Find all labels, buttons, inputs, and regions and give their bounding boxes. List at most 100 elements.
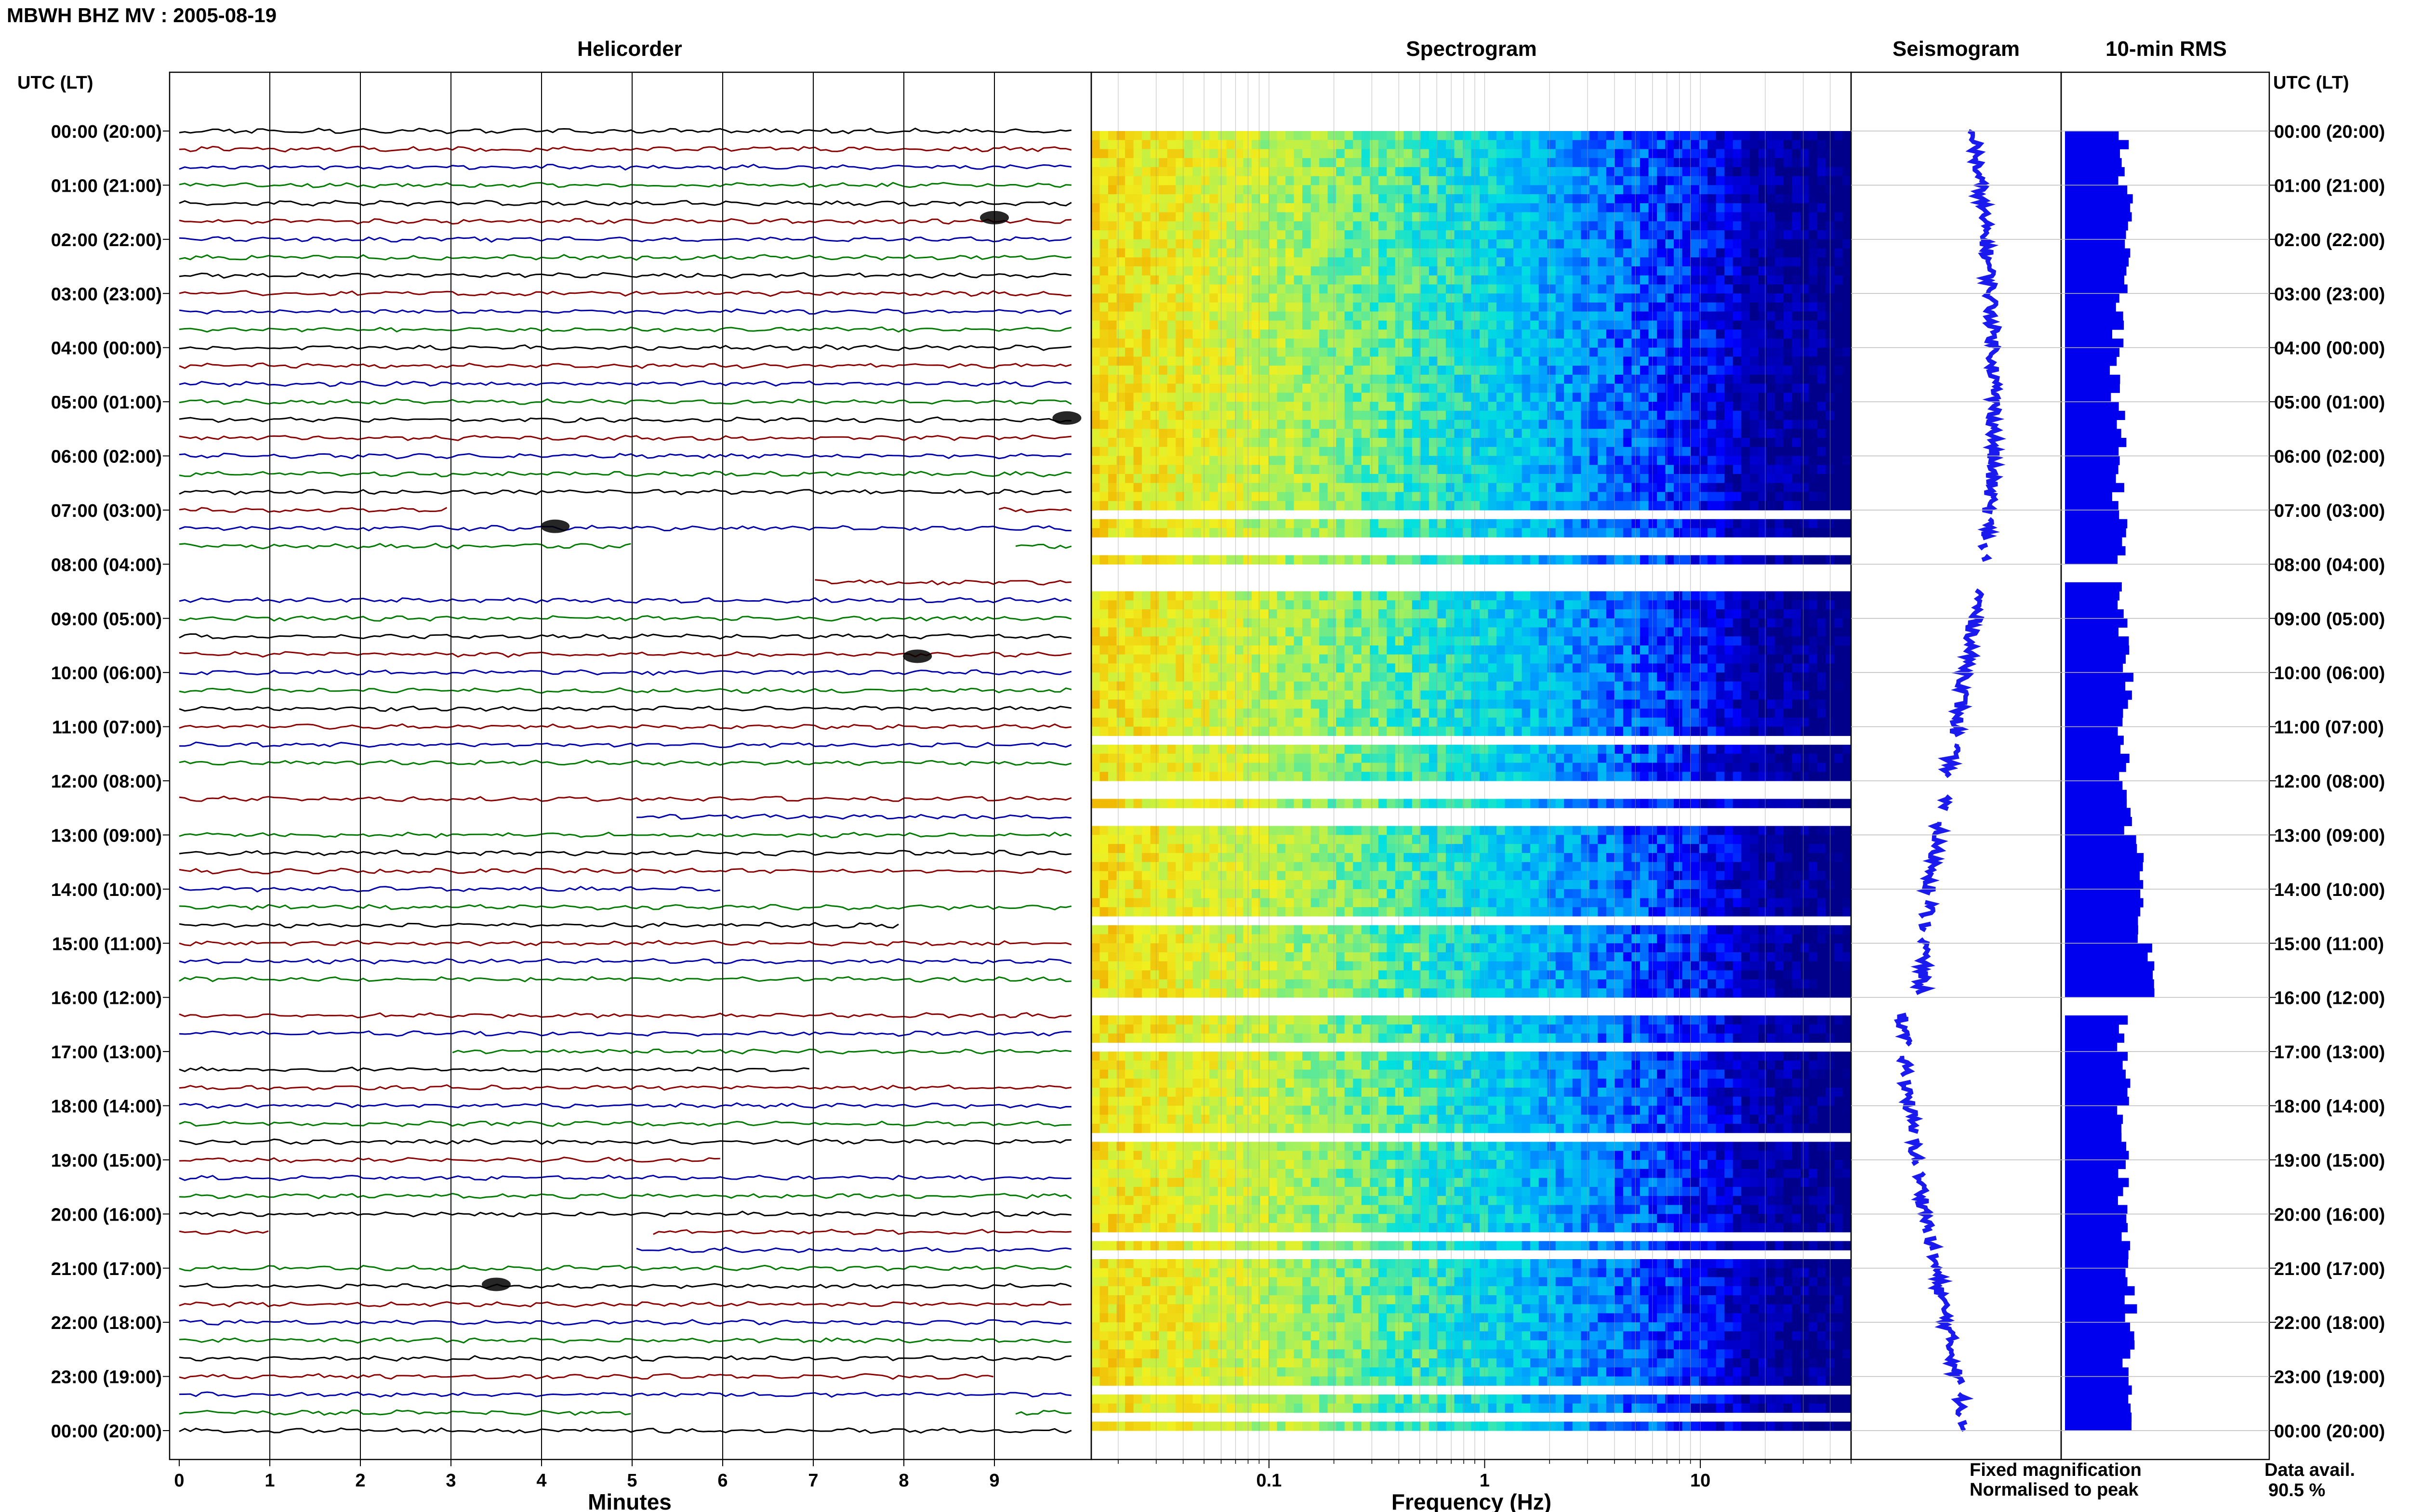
spectrogram-cell (1522, 654, 1531, 664)
spectrogram-cell (1403, 185, 1413, 195)
spectrogram-cell (1269, 474, 1278, 484)
spectrogram-cell (1842, 627, 1852, 637)
spectrogram-cell (1099, 176, 1109, 185)
spectrogram-cell (1598, 320, 1607, 330)
spectrogram-cell (1657, 203, 1666, 213)
spectrogram-cell (1775, 167, 1784, 177)
spectrogram-cell (1142, 519, 1151, 528)
spectrogram-cell (1108, 654, 1117, 664)
spectrogram-cell (1378, 140, 1387, 149)
spectrogram-cell (1707, 194, 1717, 204)
spectrogram-cell (1361, 465, 1370, 474)
spectrogram-cell (1842, 329, 1852, 339)
spectrogram-cell (1463, 302, 1472, 312)
spectrogram-cell (1488, 176, 1497, 185)
spectrogram-cell (1167, 663, 1176, 673)
spectrogram-cell (1766, 248, 1775, 258)
spectrogram-cell (1463, 320, 1472, 330)
spectrogram-cell (1572, 167, 1581, 177)
spectrogram-cell (1640, 366, 1649, 375)
spectrogram-cell (1251, 374, 1260, 384)
spectrogram-cell (1749, 591, 1759, 601)
spectrogram-cell (1370, 645, 1379, 655)
spectrogram-cell (1192, 465, 1202, 474)
spectrogram-cell (1403, 492, 1413, 501)
spectrogram-cell (1218, 645, 1227, 655)
spectrogram-cell (1243, 654, 1252, 664)
spectrogram-cell (1741, 600, 1750, 610)
spectrogram-cell (1378, 338, 1387, 348)
spectrogram-cell (1480, 420, 1489, 429)
spectrogram-cell (1234, 366, 1244, 375)
spectrogram-cell (1344, 672, 1353, 682)
spectrogram-cell (1184, 158, 1193, 168)
spectrogram-cell (1766, 654, 1775, 664)
spectrogram-cell (1547, 275, 1556, 285)
spectrogram-cell (1766, 465, 1775, 474)
spectrogram-cell (1606, 248, 1615, 258)
spectrogram-cell (1243, 284, 1252, 294)
spectrogram-cell (1792, 609, 1801, 619)
spectrogram-cell (1631, 618, 1641, 628)
spectrogram-cell (1766, 158, 1775, 168)
spectrogram-cell (1564, 654, 1573, 664)
spectrogram-cell (1699, 212, 1708, 222)
spectrogram-cell (1817, 230, 1826, 240)
spectrogram-cell (1159, 383, 1168, 393)
spectrogram-cell (1370, 284, 1379, 294)
spectrogram-cell (1766, 402, 1775, 411)
spectrogram-cell (1834, 618, 1843, 628)
spectrogram-cell (1657, 266, 1666, 276)
spectrogram-cell (1142, 420, 1151, 429)
spectrogram-cell (1809, 672, 1818, 682)
spectrogram-cell (1648, 645, 1657, 655)
spectrogram-cell (1615, 627, 1624, 637)
spectrogram-cell (1834, 302, 1843, 312)
spectrogram-cell (1496, 194, 1506, 204)
spectrogram-cell (1184, 600, 1193, 610)
spectrogram-cell (1733, 284, 1742, 294)
spectrogram-cell (1538, 600, 1548, 610)
spectrogram-cell (1564, 645, 1573, 655)
spectrogram-cell (1387, 239, 1396, 249)
spectrogram-cell (1648, 347, 1657, 357)
spectrogram-cell (1766, 591, 1775, 601)
spectrogram-cell (1724, 293, 1734, 303)
spectrogram-cell (1150, 257, 1159, 267)
spectrogram-cell (1370, 347, 1379, 357)
spectrogram-cell (1176, 366, 1185, 375)
spectrogram-cell (1218, 492, 1227, 501)
spectrogram-cell (1817, 393, 1826, 402)
spectrogram-cell (1370, 429, 1379, 438)
spectrogram-cell (1724, 528, 1734, 538)
spectrogram-cell (1302, 663, 1311, 673)
spectrogram-cell (1817, 438, 1826, 447)
spectrogram-cell (1387, 221, 1396, 231)
spectrogram-cell (1783, 420, 1792, 429)
spectrogram-cell (1547, 149, 1556, 158)
spectrogram-cell (1243, 167, 1252, 177)
spectrogram-cell (1640, 654, 1649, 664)
spectrogram-cell (1243, 194, 1252, 204)
spectrogram-cell (1623, 230, 1632, 240)
spectrogram-cell (1657, 221, 1666, 231)
spectrogram-cell (1319, 591, 1328, 601)
spectrogram-cell (1361, 402, 1370, 411)
spectrogram-cell (1150, 194, 1159, 204)
spectrogram-cell (1741, 203, 1750, 213)
spectrogram-cell (1749, 158, 1759, 168)
spectrogram-cell (1817, 275, 1826, 285)
spectrogram-cell (1724, 140, 1734, 149)
spectrogram-cell (1640, 555, 1649, 565)
spectrogram-cell (1226, 383, 1235, 393)
spectrogram-cell (1665, 429, 1674, 438)
spectrogram-cell (1564, 329, 1573, 339)
spectrogram-cell (1353, 356, 1362, 366)
spectrogram-cell (1285, 438, 1295, 447)
spectrogram-cell (1395, 194, 1404, 204)
spectrogram-cell (1707, 284, 1717, 294)
spectrogram-cell (1176, 356, 1185, 366)
spectrogram-cell (1631, 167, 1641, 177)
spectrogram-cell (1159, 257, 1168, 267)
spectrogram-cell (1294, 501, 1303, 511)
